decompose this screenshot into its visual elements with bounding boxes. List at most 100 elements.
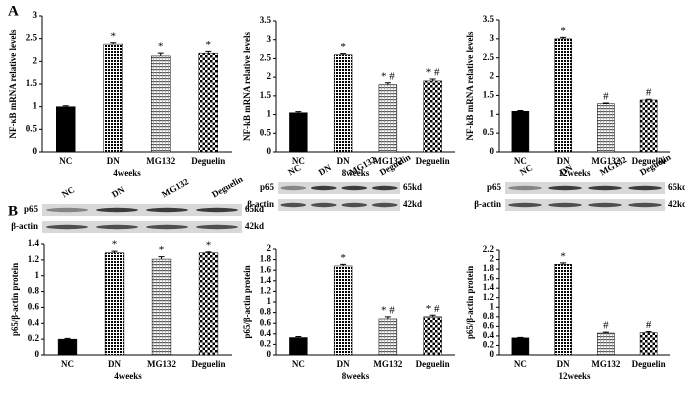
x-tick-label: NC — [514, 359, 527, 369]
x-tick-label: MG132 — [147, 359, 176, 369]
error-bar — [384, 82, 391, 85]
x-tick-label: DN — [557, 359, 570, 369]
blot-band — [508, 185, 542, 191]
x-axis-label: 4weeks — [114, 371, 142, 381]
blot-band — [146, 207, 188, 213]
size-label: 65kd — [403, 182, 422, 192]
x-tick-label: MG132 — [146, 156, 175, 166]
size-label: 42kd — [245, 221, 264, 231]
y-axis-label: NF-kB mRNA relative levels — [465, 31, 475, 141]
size-label: 65kd — [245, 204, 264, 214]
blot-band — [588, 185, 622, 191]
protein-label: β-actin — [11, 221, 38, 231]
x-tick-label: NC — [59, 156, 72, 166]
y-axis-label: NF-κB mRNA relative levels — [8, 29, 18, 139]
bar — [597, 332, 615, 356]
y-tick-label: 0.2 — [28, 333, 40, 343]
annotation: * # — [381, 70, 395, 82]
bar — [198, 52, 218, 153]
blot-band — [280, 185, 307, 191]
annotation: * — [111, 30, 117, 42]
blot-band — [310, 202, 337, 208]
blot-band — [146, 224, 188, 230]
blot-band — [548, 185, 582, 191]
y-tick-label: 0 — [33, 146, 38, 156]
annotation: * # — [381, 304, 395, 316]
annotation: * # — [426, 67, 440, 79]
error-bar — [205, 251, 212, 253]
error-bar — [645, 98, 652, 100]
protein-label: p65 — [487, 182, 502, 192]
y-tick-label: 0.6 — [483, 320, 495, 330]
annotation: * — [340, 252, 346, 264]
y-tick-label: 0.5 — [260, 127, 272, 137]
x-axis-label: 12weeks — [559, 168, 591, 178]
x-tick-label: MG132 — [373, 156, 402, 166]
annotation: # — [603, 320, 609, 332]
error-bar — [384, 316, 391, 319]
x-tick-label: NC — [292, 359, 305, 369]
y-tick-label: 0.5 — [483, 127, 495, 137]
annotation: # — [646, 319, 652, 331]
blot-band — [371, 185, 398, 191]
blot-band — [371, 202, 398, 208]
x-tick-label: DN — [108, 359, 121, 369]
blot-strip — [505, 182, 665, 194]
y-axis-label: p65/β-actin protein — [465, 266, 475, 339]
lane-label: MG132 — [160, 176, 191, 199]
y-tick-label: 2 — [267, 71, 272, 81]
y-tick-label: 1.5 — [26, 78, 38, 88]
annotation: * # — [426, 303, 440, 315]
y-tick-label: 2.5 — [26, 33, 38, 43]
blot-band — [310, 185, 337, 191]
annotation: * — [206, 239, 212, 251]
y-tick-label: 0 — [35, 349, 40, 359]
x-axis-label: 8weeks — [342, 168, 370, 178]
bar — [198, 252, 219, 356]
lane-label: DN — [110, 184, 127, 199]
size-label: 65kd — [668, 182, 685, 192]
y-tick-label: 1.4 — [28, 238, 40, 248]
error-bar — [64, 337, 71, 340]
error-bar — [295, 111, 302, 113]
bar — [103, 43, 123, 153]
y-tick-label: 1.6 — [260, 264, 272, 274]
bar — [511, 337, 530, 356]
y-tick-label: 2.5 — [483, 52, 495, 62]
x-tick-label: MG132 — [373, 359, 402, 369]
y-tick-label: 1 — [490, 108, 495, 118]
x-tick-label: NC — [61, 359, 74, 369]
error-bar — [645, 331, 652, 333]
x-tick-label: MG132 — [591, 156, 620, 166]
x-tick-label: Deguelin — [416, 359, 450, 369]
error-bar — [157, 52, 164, 56]
x-tick-label: Deguelin — [416, 156, 450, 166]
blot-band — [341, 202, 368, 208]
error-bar — [517, 110, 524, 112]
bar — [104, 252, 125, 356]
blot-band — [46, 207, 88, 213]
annotation: * — [158, 41, 164, 53]
y-tick-label: 0.4 — [483, 330, 495, 340]
bar — [333, 54, 353, 153]
y-tick-label: 2 — [490, 254, 495, 264]
error-bar — [158, 256, 165, 260]
y-axis-label: p65/β-actin protein — [242, 265, 252, 338]
x-axis-label: 8weeks — [342, 371, 370, 381]
bar — [639, 332, 658, 356]
annotation: * — [560, 25, 566, 37]
error-bar — [602, 102, 609, 104]
y-tick-label: 1.2 — [28, 254, 40, 264]
x-tick-label: Deguelin — [191, 359, 225, 369]
x-tick-label: MG132 — [591, 359, 620, 369]
y-tick-label: 2.2 — [483, 244, 495, 254]
y-tick-label: 2 — [490, 71, 495, 81]
y-tick-label: 1.2 — [260, 285, 272, 295]
bar — [289, 337, 308, 356]
annotation: * — [340, 41, 346, 53]
bar — [423, 80, 442, 153]
protein-label: p65 — [24, 204, 39, 214]
blot-band — [96, 224, 138, 230]
error-bar — [111, 250, 118, 253]
y-tick-label: 1.8 — [260, 254, 272, 264]
